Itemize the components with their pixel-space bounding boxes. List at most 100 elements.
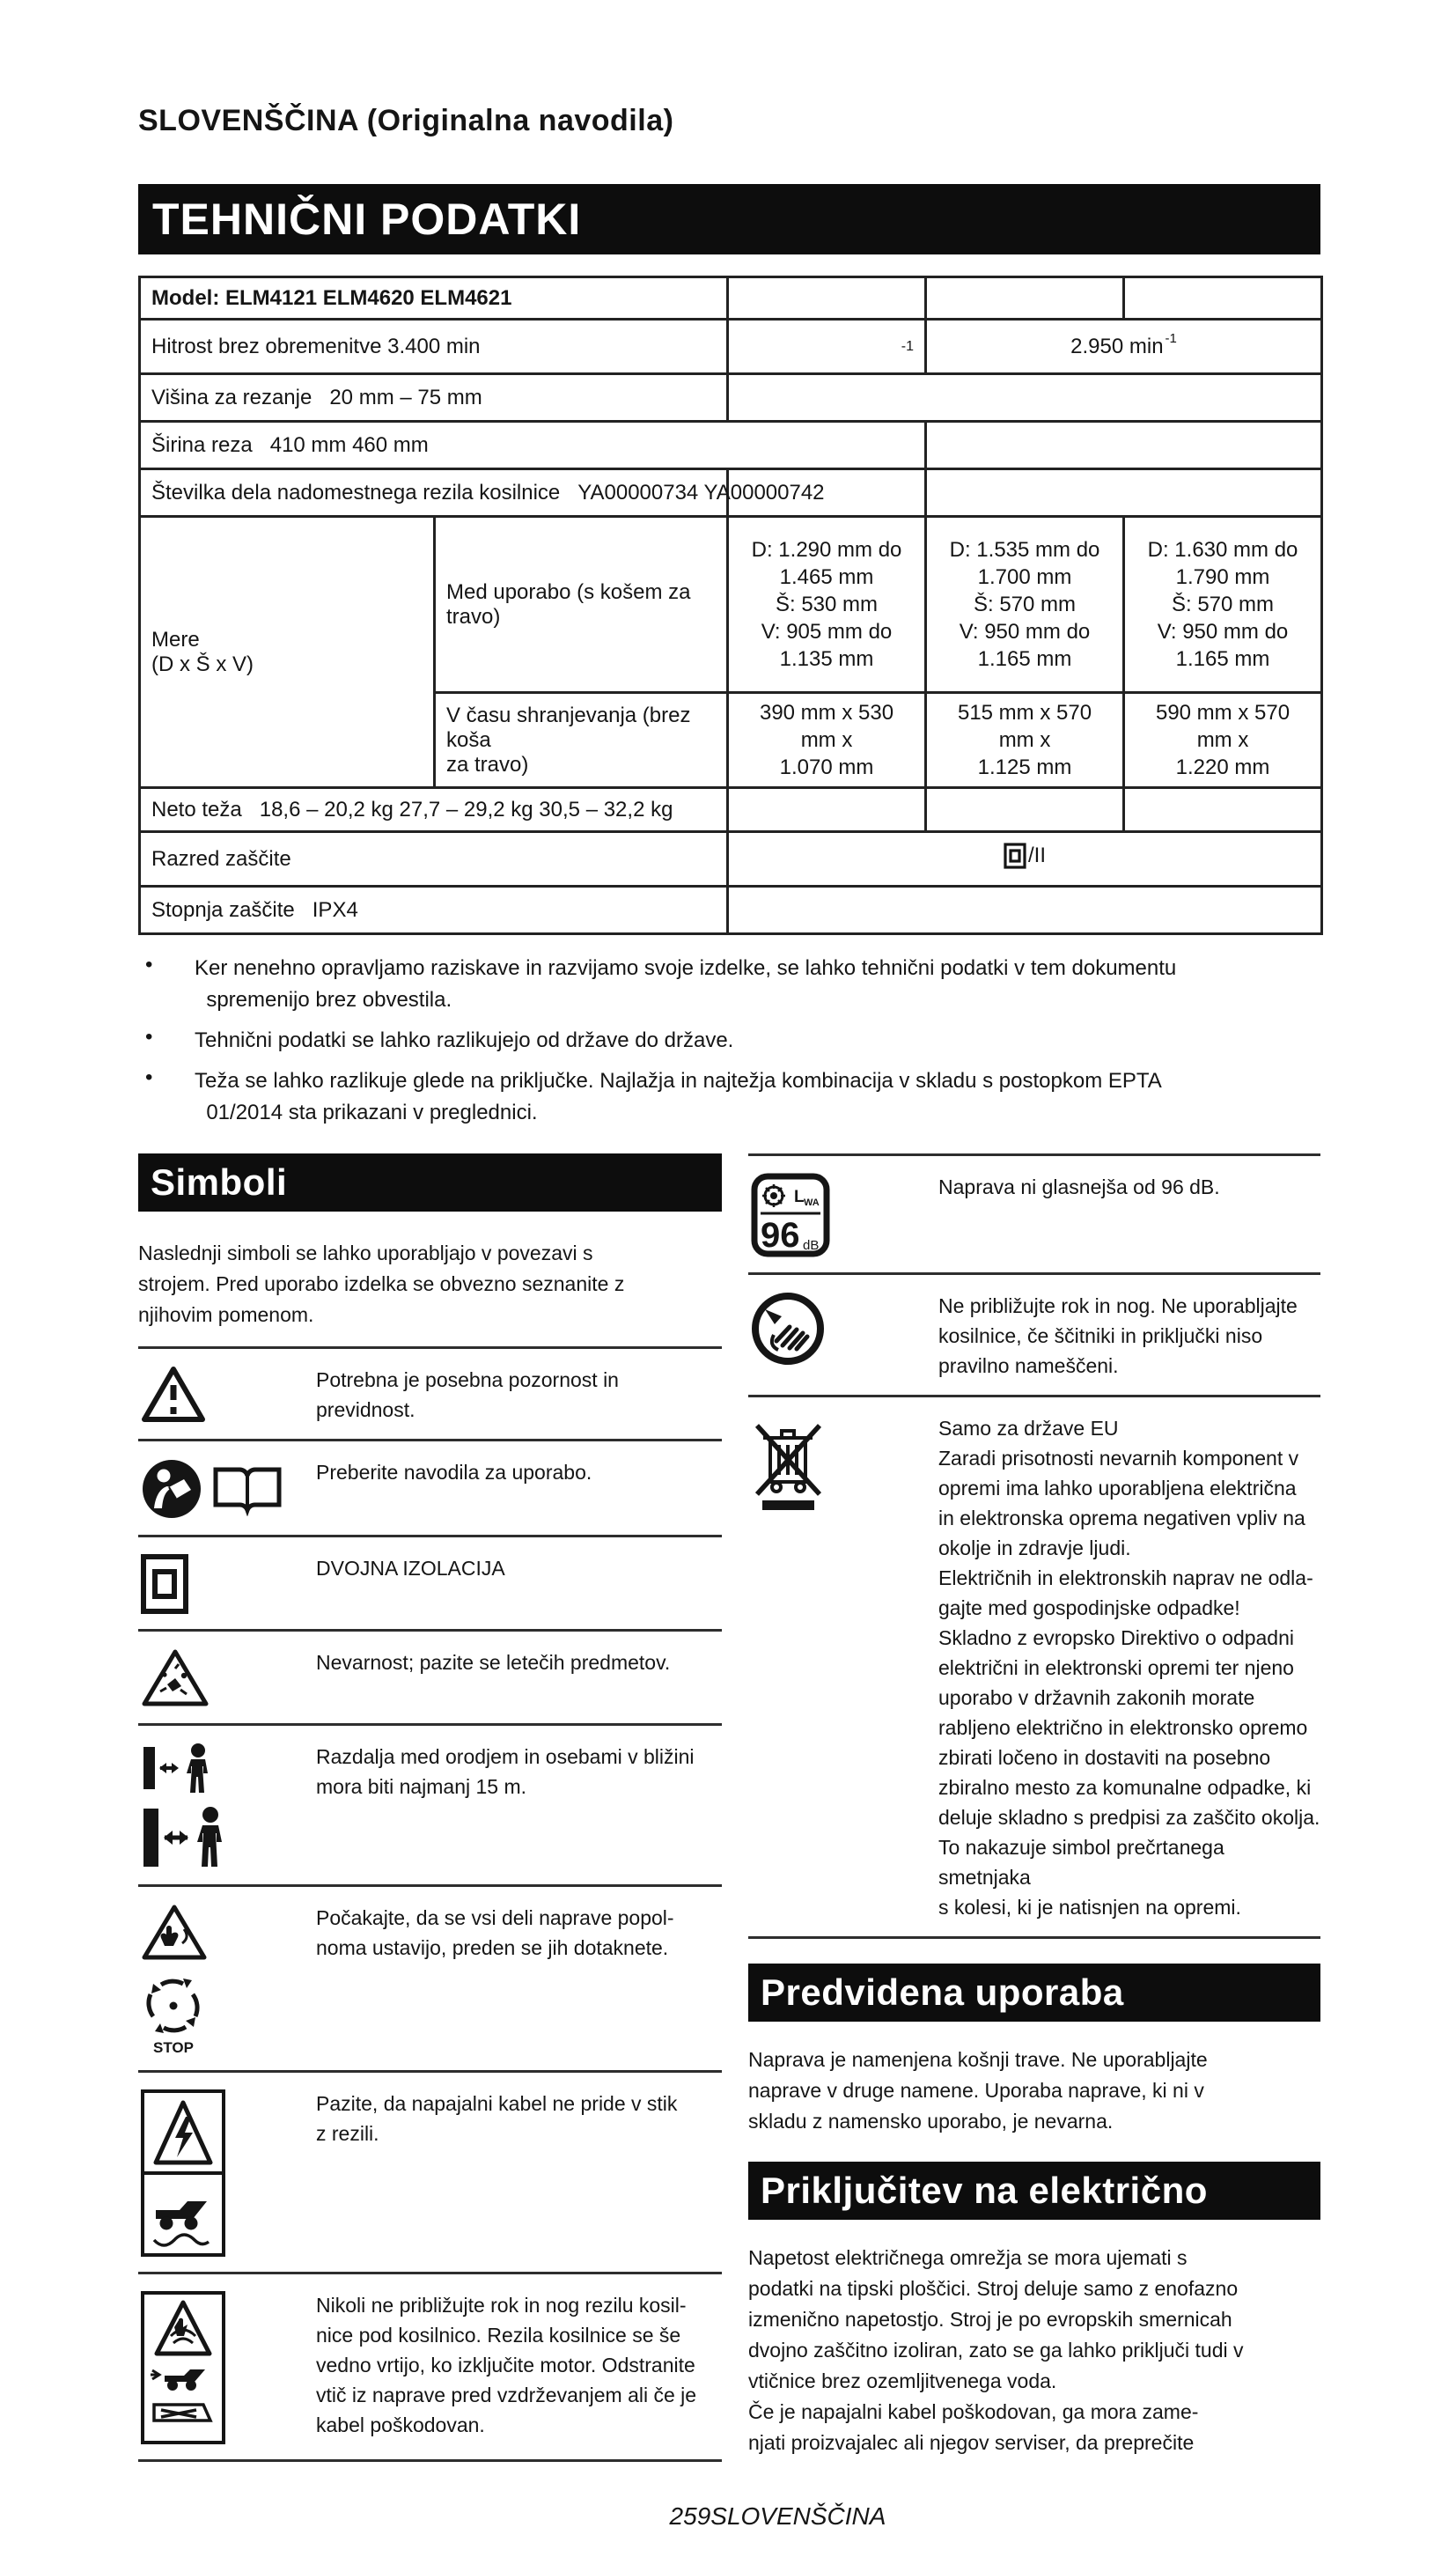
section-banner-intended-use: Predvidena uporaba <box>748 1964 1320 2022</box>
table-row-blade-part-number: Številka dela nadomestnega rezila kosiln… <box>137 468 1324 518</box>
net-weight-cell-2 <box>924 786 1126 833</box>
note-item: • Ker nenehno opravljamo raziskave in ra… <box>138 953 1320 1016</box>
footer-language-label: SLOVENŠČINA <box>710 2502 886 2530</box>
bullet-icon: • <box>145 953 153 976</box>
blade-part-cell-1 <box>726 468 928 518</box>
bullet-icon: • <box>145 1025 153 1049</box>
symbol-text: Naprava ni glasnejša od 96 dB. <box>938 1175 1220 1198</box>
svg-text:STOP: STOP <box>153 2039 194 2056</box>
keep-distance-icon <box>138 1738 316 1870</box>
table-row-dimensions-in-use: Mere (D x Š x V) Med uporabo (s košem za… <box>138 515 1324 789</box>
dimensions-label: Mere (D x Š x V) <box>138 515 436 789</box>
keep-distance-small-icon <box>143 1743 208 1793</box>
table-row-cutting-width: Širina reza 410 mm 460 mm <box>137 420 1324 470</box>
protection-class-cell: /II <box>726 830 1324 888</box>
symbol-row-no-hands: Ne približujte rok in nog. Ne uporabljaj… <box>748 1272 1320 1395</box>
page-footer: 259SLOVENŠČINA <box>138 2502 1320 2531</box>
note-text: Tehnični podatki se lahko razlikujejo od… <box>195 1028 734 1052</box>
no-load-speed-label: Hitrost brez obremenitve 3.400 min <box>137 318 730 375</box>
bullet-icon: • <box>145 1065 153 1089</box>
model-cell-3 <box>1122 276 1324 321</box>
intended-use-text: Naprava je namenjena košnji trave. Ne up… <box>748 2048 1208 2133</box>
note-text: Ker nenehno opravljamo raziskave in razv… <box>195 956 1177 1012</box>
stop-rotation-icon: STOP <box>146 1979 200 2056</box>
svg-text:96: 96 <box>761 1216 800 1255</box>
dimensions-storage-value-1: 390 mm x 530 mm x 1.070 mm <box>726 691 928 789</box>
weee-crossed-bin-icon <box>754 1424 822 1510</box>
cutting-width-cell <box>924 420 1324 470</box>
blade-part-label: Številka dela nadomestnega rezila kosiln… <box>151 480 825 505</box>
symbol-row-wait-until-stop: STOP Počakajte, da se vsi deli naprave p… <box>138 1884 722 2070</box>
net-weight-cell-3 <box>1122 786 1324 833</box>
symbol-text: Potrebna je posebna pozornost in previdn… <box>316 1368 619 1421</box>
symbols-intro-text: Naslednji simboli se lahko uporabljajo v… <box>138 1242 625 1326</box>
symbols-table-left: Potrebna je posebna pozornost in previdn… <box>138 1346 722 2462</box>
no-hands-icon <box>752 1293 824 1365</box>
symbol-text: Pazite, da napajalni kabel ne pride v st… <box>316 2092 678 2145</box>
section-banner-power-supply: Priključitev na električno omrežje <box>748 2162 1320 2269</box>
double-insulation-icon <box>141 1554 188 1614</box>
table-row-cutting-height: Višina za rezanje 20 mm – 75 mm <box>137 372 1324 423</box>
keep-distance-large-icon <box>143 1807 222 1867</box>
symbol-text: Ne približujte rok in nog. Ne uporabljaj… <box>938 1294 1298 1377</box>
svg-text:dB: dB <box>803 1238 819 1253</box>
symbol-row-flying-objects: Nevarnost; pazite se letečih predmetov. <box>138 1629 722 1723</box>
net-weight-cell-1 <box>726 786 928 833</box>
model-cell-2 <box>924 276 1126 321</box>
cable-away-from-blade-icon <box>141 2089 225 2257</box>
footer-page-number: 259 <box>669 2502 711 2530</box>
cutting-width-label: Širina reza 410 mm 460 mm <box>137 420 928 470</box>
power-supply-text: Napetost električnega omrežja se mora uj… <box>748 2246 1244 2454</box>
technical-notes: • Ker nenehno opravljamo raziskave in ra… <box>138 953 1320 1129</box>
dimensions-storage-value-2: 515 mm x 570 mm x 1.125 mm <box>924 691 1126 789</box>
dimensions-in-use-value-1: D: 1.290 mm do 1.465 mm Š: 530 mm V: 905… <box>726 515 928 694</box>
dimensions-storage-label: V času shranjevanja (brez koša za travo) <box>432 691 730 789</box>
symbol-row-read-manual: Preberite navodila za uporabo. <box>138 1439 722 1535</box>
symbol-row-keep-distance: Razdalja med orodjem in osebami v bližin… <box>138 1723 722 1884</box>
section-banner-symbols: Simboli <box>138 1153 722 1212</box>
note-text: Teža se lahko razlikuje glede na priklju… <box>195 1069 1162 1124</box>
symbol-row-cable-away: Pazite, da napajalni kabel ne pride v st… <box>138 2070 722 2272</box>
dimensions-in-use-label: Med uporabo (s košem za travo) <box>432 515 730 694</box>
class-ii-double-insulation-icon <box>1004 843 1026 869</box>
model-cell-1 <box>726 276 928 321</box>
blade-part-label-cell: Številka dela nadomestnega rezila kosiln… <box>137 468 825 518</box>
symbol-text: Samo za države EU Zaradi prisotnosti nev… <box>938 1417 1320 1919</box>
table-row-protection-degree: Stopnja zaščite IPX4 <box>137 885 1324 935</box>
note-item: • Teža se lahko razlikuje glede na prikl… <box>138 1065 1320 1129</box>
page-title: SLOVENŠČINA (Originalna navodila) <box>138 104 674 137</box>
table-row-protection-class: Razred zaščite /II <box>137 830 1324 888</box>
protection-class-label: Razred zaščite <box>137 830 730 888</box>
protection-class-value: /II <box>1028 844 1047 867</box>
note-item: • Tehnični podatki se lahko razlikujejo … <box>138 1025 1320 1057</box>
speed-value-cell: 2.950 min -1 <box>924 318 1324 375</box>
svg-text:L: L <box>794 1188 805 1206</box>
symbol-row-noise-level: L WA 96 dB Naprava ni glasnejša od 96 dB… <box>748 1153 1320 1272</box>
speed-superscript-cell: -1 <box>726 318 928 375</box>
noise-level-96db-icon: L WA 96 dB <box>751 1173 830 1257</box>
speed-value: 2.950 min <box>1070 334 1164 358</box>
speed-value-superscript: -1 <box>1165 330 1177 346</box>
dimensions-in-use-value-3: D: 1.630 mm do 1.790 mm Š: 570 mm V: 950… <box>1122 515 1324 694</box>
symbol-row-hands-feet-away: Nikoli ne približujte rok in nog rezilu … <box>138 2272 722 2462</box>
table-row-net-weight: Neto teža 18,6 – 20,2 kg 27,7 – 29,2 kg … <box>137 786 1324 833</box>
symbol-text: DVOJNA IZOLACIJA <box>316 1557 505 1580</box>
symbol-text: Nikoli ne približujte rok in nog rezilu … <box>316 2294 697 2436</box>
warning-triangle-icon <box>142 1367 205 1422</box>
table-row-no-load-speed: Hitrost brez obremenitve 3.400 min -1 2.… <box>137 318 1324 375</box>
read-manual-icon <box>143 1460 201 1518</box>
symbol-row-weee: Samo za države EU Zaradi prisotnosti nev… <box>748 1395 1320 1939</box>
right-column: L WA 96 dB Naprava ni glasnejša od 96 dB… <box>748 1153 1320 2458</box>
symbol-text: Razdalja med orodjem in osebami v bližin… <box>316 1745 695 1798</box>
dimensions-storage-value-3: 590 mm x 570 mm x 1.220 mm <box>1122 691 1324 789</box>
cutting-height-cell <box>726 372 1324 423</box>
section-banner-technical-data: TEHNIČNI PODATKI <box>138 184 1320 254</box>
left-column: Simboli Naslednji simboli se lahko upora… <box>138 1153 722 2462</box>
dimensions-in-use-value-2: D: 1.535 mm do 1.700 mm Š: 570 mm V: 950… <box>924 515 1126 694</box>
net-weight-label: Neto teža 18,6 – 20,2 kg 27,7 – 29,2 kg … <box>137 786 730 833</box>
symbols-table-right: L WA 96 dB Naprava ni glasnejša od 96 dB… <box>748 1153 1320 1939</box>
symbol-row-double-insulation: DVOJNA IZOLACIJA <box>138 1535 722 1629</box>
technical-data-table: Model: ELM4121 ELM4620 ELM4621 Hitrost b… <box>137 276 1324 935</box>
cutting-height-label: Višina za rezanje 20 mm – 75 mm <box>137 372 730 423</box>
